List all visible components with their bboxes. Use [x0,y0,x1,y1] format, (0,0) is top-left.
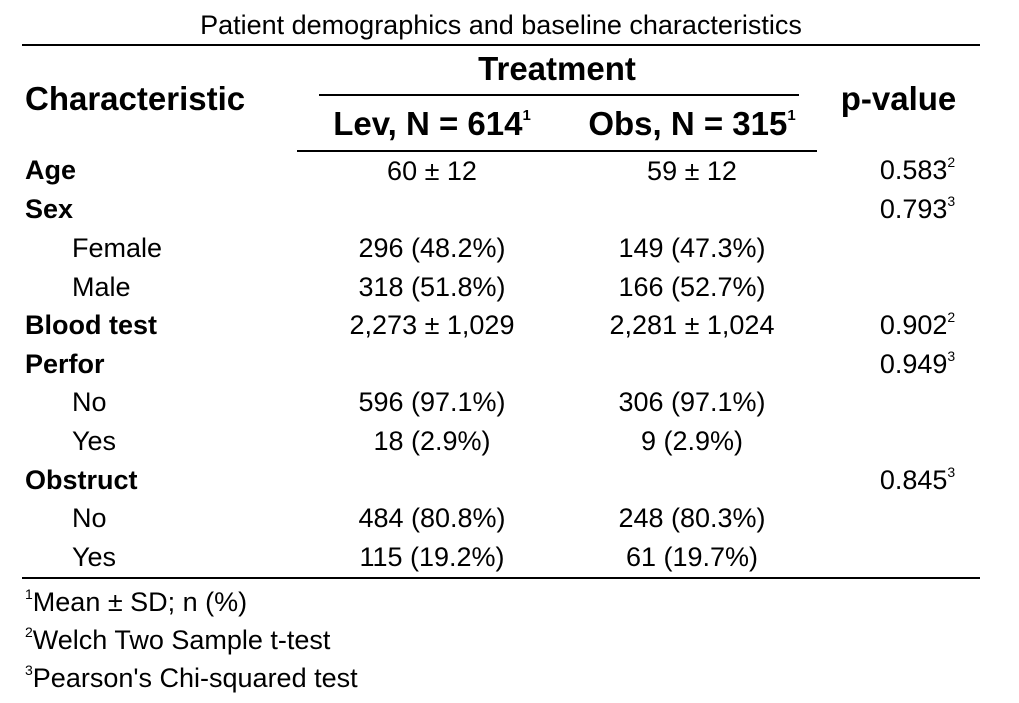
footnotes: 1Mean ± SD; n (%) 2Welch Two Sample t-tes… [22,583,980,697]
obs-value [567,461,817,500]
variable-label: Sex [25,194,74,225]
footnote-mark: 3 [947,347,956,364]
table-row: Obstruct 0.8453 [22,461,980,500]
p-value-cell: 0.8453 [817,461,980,500]
characteristic-header: Characteristic [22,44,297,151]
obs-value [567,191,817,230]
variable-label: Perfor [25,348,105,379]
spanner-rule [319,88,799,96]
footnote: 3Pearson's Chi-squared test [25,659,980,697]
footnote-text: Welch Two Sample t-test [32,624,331,655]
footnote-mark: 2 [947,309,956,326]
p-value: 0.949 [879,348,948,379]
header-row-arms: Lev, N = 6141 Obs, N = 3151 [22,98,980,152]
level-label: Female [72,232,163,263]
p-value-cell: 0.9022 [817,306,980,345]
level-label: Yes [72,425,117,456]
footnote-mark: 2 [947,154,956,171]
p-value-cell [817,384,980,423]
table-row: Sex 0.7933 [22,191,980,230]
demographics-table: Characteristic Treatment p-value Lev, N … [22,44,980,579]
table-row: Age 60 ± 12 59 ± 12 0.5832 [22,151,980,191]
p-value: 0.583 [879,155,948,186]
obs-value: 306 (97.1%) [618,387,766,418]
table-row: Blood test 2,273 ± 1,029 2,281 ± 1,024 0.90… [22,306,980,345]
p-value-cell [817,268,980,307]
level-label: Male [72,271,131,302]
p-value-header: p-value [817,44,980,151]
obs-value: 149 (47.3%) [618,232,766,263]
obs-value: 59 ± 12 [647,155,737,186]
arm-header-obs: Obs, N = 3151 [567,98,817,152]
lev-value: 318 (51.8%) [358,271,506,302]
p-value-cell: 0.9493 [817,345,980,384]
lev-value: 18 (2.9%) [373,425,491,456]
footnote-mark: 3 [25,661,33,678]
p-value-cell: 0.7933 [817,191,980,230]
arm-header-label: Obs, N = 315 [588,105,788,142]
footnote: 1Mean ± SD; n (%) [25,583,980,621]
table-row: Yes 18 (2.9%) 9 (2.9%) [22,422,980,461]
footnote-text: Mean ± SD; n (%) [32,586,248,617]
footnote-mark: 1 [787,107,796,124]
lev-value [297,461,567,500]
p-value-cell [817,229,980,268]
table-body: Age 60 ± 12 59 ± 12 0.5832 Sex 0.7933 Female 29… [22,151,980,579]
obs-value: 61 (19.7%) [567,537,817,579]
p-value-cell [817,537,980,579]
table-container: Patient demographics and baseline charac… [22,8,980,697]
table-row: No 596 (97.1%) 306 (97.1%) [22,384,980,423]
table-row: Male 318 (51.8%) 166 (52.7%) [22,268,980,307]
footnote-mark: 1 [522,107,531,124]
variable-label: Blood test [25,310,157,341]
p-value: 0.793 [879,194,948,225]
footnote-mark: 1 [25,585,33,602]
table-row: Yes 115 (19.2%) 61 (19.7%) [22,537,980,579]
header-row-top: Characteristic Treatment p-value [22,44,980,151]
p-value-cell [817,499,980,538]
obs-value: 2,281 ± 1,024 [609,310,775,341]
obs-value: 9 (2.9%) [640,425,744,456]
variable-label: Age [25,155,77,186]
p-value-cell: 0.5832 [817,151,980,191]
footnote-mark: 3 [947,193,956,210]
footnote-mark: 3 [947,463,956,480]
table-row: No 484 (80.8%) 248 (80.3%) [22,499,980,538]
level-label: No [72,503,107,534]
table-title: Patient demographics and baseline charac… [200,10,802,40]
lev-value: 296 (48.2%) [358,232,506,263]
lev-value: 484 (80.8%) [358,503,506,534]
p-value-cell [817,422,980,461]
lev-value: 2,273 ± 1,029 [349,310,515,341]
arm-header-label: Lev, N = 614 [333,105,523,142]
p-value: 0.902 [879,310,948,341]
obs-value: 166 (52.7%) [618,271,766,302]
obs-value: 248 (80.3%) [618,503,766,534]
lev-value: 60 ± 12 [387,155,477,186]
footnote-text: Pearson's Chi-squared test [32,662,358,693]
footnote: 2Welch Two Sample t-test [25,621,980,659]
level-label: Yes [22,537,297,579]
lev-value [297,345,567,384]
level-label: No [72,387,107,418]
lev-value [297,191,567,230]
table-row: Female 296 (48.2%) 149 (47.3%) [22,229,980,268]
table-row: Perfor 0.9493 [22,345,980,384]
treatment-spanner: Treatment [297,44,817,98]
footnote-mark: 2 [25,623,33,640]
variable-label: Obstruct [25,464,138,495]
lev-value: 596 (97.1%) [358,387,506,418]
p-value: 0.845 [879,464,948,495]
treatment-spanner-label: Treatment [478,50,636,87]
lev-value: 115 (19.2%) [297,537,567,579]
arm-header-lev: Lev, N = 6141 [297,98,567,152]
obs-value [567,345,817,384]
